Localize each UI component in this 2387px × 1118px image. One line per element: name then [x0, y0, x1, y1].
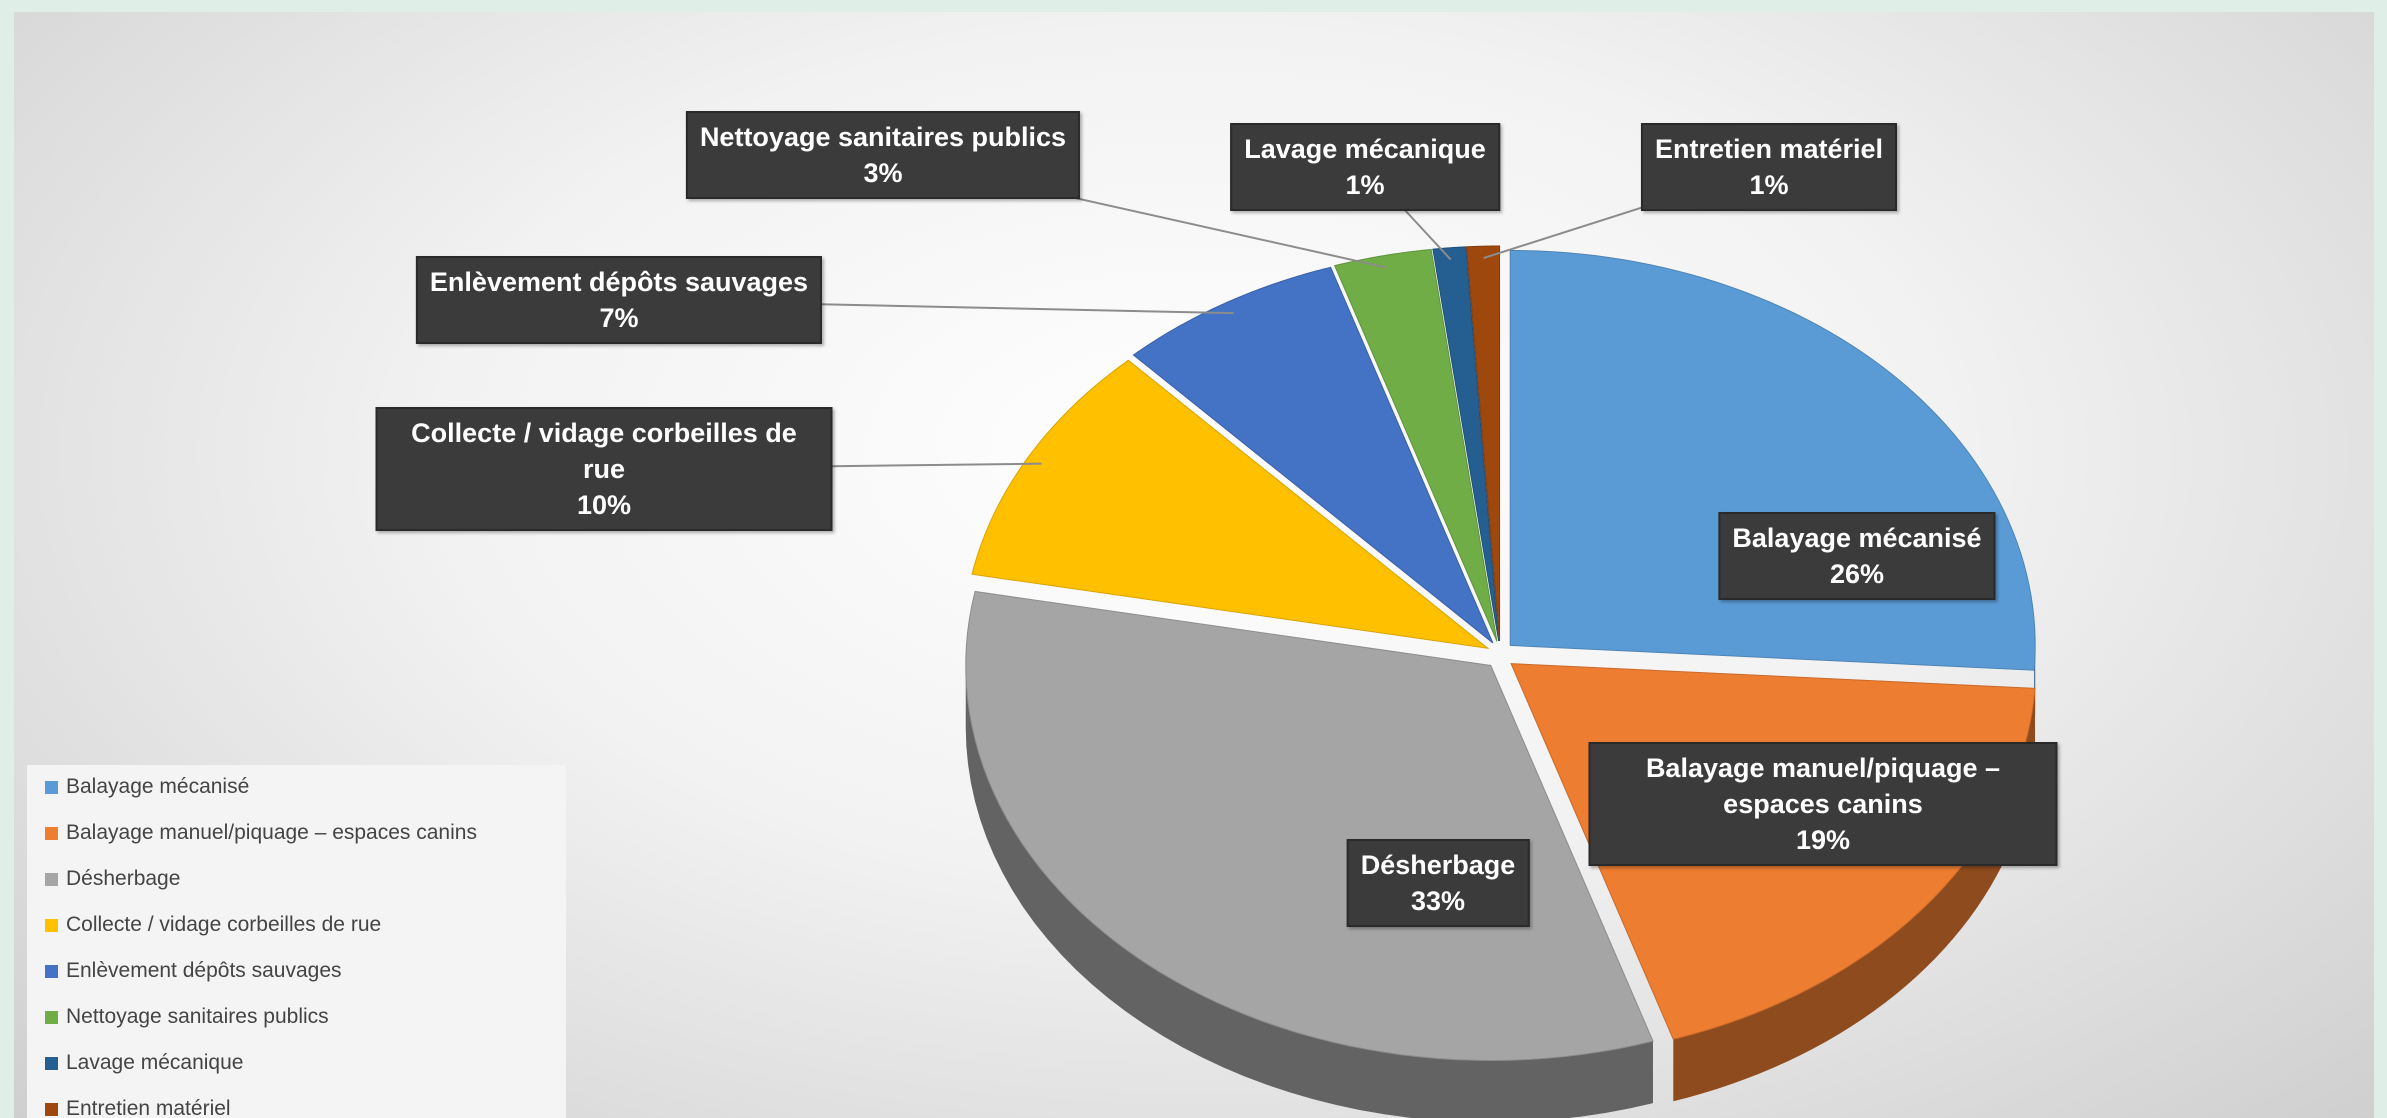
legend-item: Entretien matériel — [45, 1097, 231, 1118]
legend-label: Désherbage — [66, 867, 181, 890]
legend-label: Collecte / vidage corbeilles de rue — [66, 913, 382, 936]
legend-item: Collecte / vidage corbeilles de rue — [45, 913, 381, 937]
slice — [971, 359, 1490, 650]
label-category: Entretien matériel — [1654, 134, 1884, 164]
legend-item: Balayage mécanisé — [45, 775, 249, 799]
label-value: 7% — [599, 303, 639, 333]
slice-tops — [965, 245, 2036, 1062]
data-label: Désherbage 33% — [1346, 839, 1530, 927]
legend-swatch — [45, 780, 58, 794]
legend-swatch — [45, 1010, 58, 1024]
label-value: 33% — [1410, 886, 1466, 916]
legend-swatch — [45, 1102, 58, 1116]
data-label: Entretien matériel 1% — [1640, 123, 1898, 211]
legend-item: Nettoyage sanitaires publics — [45, 1005, 329, 1029]
label-value: 19% — [1795, 825, 1851, 855]
data-label: Enlèvement dépôts sauvages 7% — [415, 256, 823, 344]
legend-label: Lavage mécanique — [66, 1051, 244, 1074]
label-value: 1% — [1749, 170, 1789, 200]
slice — [1466, 245, 1501, 642]
legend-item: Enlèvement dépôts sauvages — [45, 959, 342, 983]
legend: Balayage mécanisé Balayage manuel/piquage… — [27, 765, 566, 1118]
legend-item: Désherbage — [45, 867, 180, 891]
legend-label: Nettoyage sanitaires publics — [66, 1005, 329, 1028]
data-label: Balayage manuel/piquage – espaces canins… — [1588, 742, 2058, 866]
legend-label: Balayage mécanisé — [66, 775, 250, 798]
label-category: Collecte / vidage corbeilles de rue — [411, 418, 797, 484]
slice-side — [965, 665, 1653, 1118]
legend-item: Balayage manuel/piquage – espaces canins — [45, 821, 477, 845]
label-category: Nettoyage sanitaires publics — [699, 122, 1067, 152]
slice — [1334, 248, 1498, 642]
slice — [1432, 246, 1500, 642]
label-value: 3% — [863, 158, 903, 188]
slice — [1132, 266, 1494, 644]
legend-item: Lavage mécanique — [45, 1051, 243, 1075]
label-category: Désherbage — [1360, 850, 1516, 880]
label-category: Lavage mécanique — [1244, 134, 1486, 164]
label-value: 1% — [1345, 170, 1385, 200]
legend-label: Entretien matériel — [66, 1097, 231, 1118]
label-category: Balayage manuel/piquage – espaces canins — [1645, 753, 2001, 819]
legend-label: Enlèvement dépôts sauvages — [66, 959, 342, 982]
legend-swatch — [45, 964, 58, 978]
slice — [1509, 249, 2036, 671]
slice — [965, 590, 1654, 1062]
legend-swatch — [45, 918, 58, 932]
slice-side — [1673, 688, 2036, 1102]
legend-swatch — [45, 872, 58, 886]
label-value: 10% — [576, 490, 632, 520]
legend-swatch — [45, 1056, 58, 1070]
label-category: Enlèvement dépôts sauvages — [429, 267, 809, 297]
label-category: Balayage mécanisé — [1732, 523, 1982, 553]
data-label: Balayage mécanisé 26% — [1718, 512, 1996, 600]
data-label: Nettoyage sanitaires publics 3% — [685, 111, 1081, 199]
data-label: Lavage mécanique 1% — [1230, 123, 1500, 211]
data-label: Collecte / vidage corbeilles de rue 10% — [375, 407, 833, 531]
legend-swatch — [45, 826, 58, 840]
label-value: 26% — [1829, 559, 1885, 589]
legend-label: Balayage manuel/piquage – espaces canins — [66, 821, 477, 844]
